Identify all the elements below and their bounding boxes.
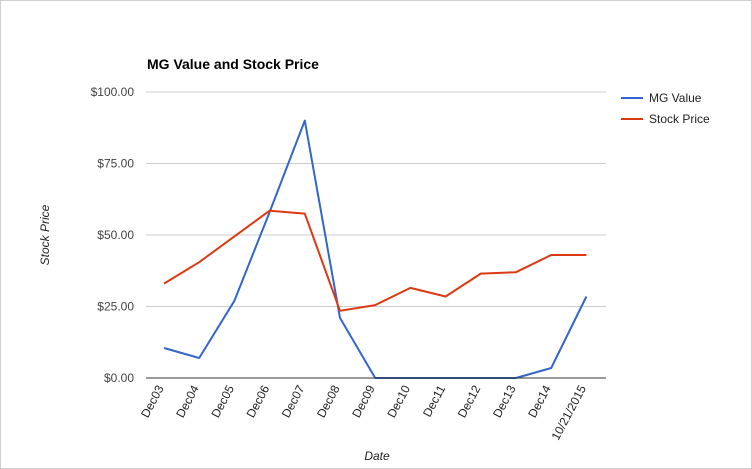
x-tick-label: Dec13 <box>490 383 519 420</box>
y-axis-title: Stock Price <box>38 204 52 265</box>
legend: MG Value Stock Price <box>621 91 710 126</box>
x-tick-label: Dec12 <box>455 383 484 420</box>
x-tick-label: Dec11 <box>420 383 448 420</box>
legend-label: MG Value <box>649 91 702 105</box>
y-tick-label: $50.00 <box>97 228 134 242</box>
x-tick-label: Dec09 <box>349 383 378 420</box>
y-tick-label: $25.00 <box>97 300 134 314</box>
y-tick-label: $0.00 <box>104 371 134 385</box>
mg-value-line <box>163 119 588 379</box>
series-lines <box>163 119 588 379</box>
x-tick-label: Dec07 <box>279 383 308 420</box>
y-tick-label: $100.00 <box>91 85 135 99</box>
x-tick-label: Dec03 <box>138 383 167 420</box>
y-tick-label: $75.00 <box>97 157 134 171</box>
gridlines <box>146 91 606 307</box>
x-tick-label: Dec08 <box>314 383 343 420</box>
x-axis-title: Date <box>364 449 390 463</box>
chart-title: MG Value and Stock Price <box>147 56 319 72</box>
x-axis-ticks: Dec03 Dec04 Dec05 Dec06 Dec07 Dec08 Dec09 Dec10… <box>138 383 589 443</box>
x-tick-label: Dec05 <box>208 383 237 420</box>
y-axis-ticks: $0.00 $25.00 $50.00 $75.00 $100.00 <box>91 85 135 385</box>
x-tick-label: Dec14 <box>525 383 554 420</box>
x-tick-label: Dec06 <box>244 383 273 420</box>
x-tick-label: 10/21/2015 <box>548 383 589 443</box>
x-tick-label: Dec10 <box>384 383 413 420</box>
stock-price-line <box>163 209 587 312</box>
x-tick-label: Dec04 <box>173 383 202 420</box>
legend-label: Stock Price <box>649 112 710 126</box>
